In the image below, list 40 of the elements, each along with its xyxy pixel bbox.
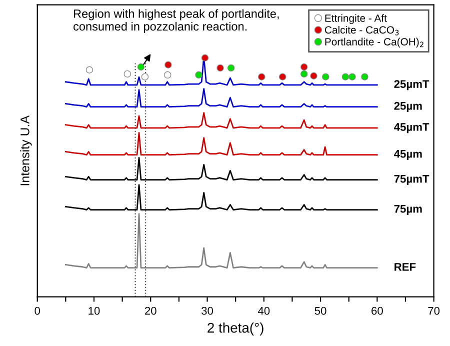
point — [361, 73, 368, 80]
point — [227, 64, 235, 72]
point — [300, 63, 308, 71]
x-tick-label: 20 — [145, 306, 156, 315]
series-label: REF — [394, 263, 416, 271]
x-tick-label: 40 — [258, 306, 270, 315]
series-label: 45µm — [394, 150, 422, 160]
x-tick-label: 50 — [314, 306, 326, 315]
legend-label: Portlandite - Ca(OH)$_{2}$ — [325, 38, 424, 48]
point — [86, 66, 94, 74]
legend-label: Ettringite - Aft — [325, 14, 387, 24]
point — [124, 70, 132, 78]
point — [195, 71, 202, 79]
series-label: 75µm — [394, 204, 422, 215]
point — [342, 73, 350, 80]
y-axis-title: Intensity U.A — [20, 115, 32, 186]
x-tick-label: 30 — [202, 306, 214, 315]
point — [310, 72, 318, 80]
point — [278, 73, 286, 80]
point — [164, 61, 172, 68]
series-label: 45µmT — [394, 123, 430, 134]
point — [322, 73, 330, 80]
point — [348, 73, 356, 80]
point — [300, 70, 308, 78]
point — [201, 54, 209, 62]
series-label: 25µm — [394, 102, 422, 112]
x-axis-title: 2 theta(°) — [208, 322, 264, 336]
point — [258, 73, 266, 80]
point — [216, 64, 224, 72]
series-label: 25µmT — [394, 80, 430, 90]
legend-label: Calcite - CaCO$_{3}$ — [324, 26, 399, 36]
series-label: 75µmT — [394, 174, 430, 185]
x-tick-label: 70 — [428, 306, 440, 315]
point — [137, 63, 145, 71]
x-tick-label: 60 — [372, 306, 383, 315]
x-tick-label: 10 — [88, 306, 100, 315]
point — [164, 71, 172, 79]
text: Region with highest peak of portlandite, consumed in pozzolanic reaction. — [74, 9, 279, 33]
x-tick-label: 0 — [34, 306, 40, 315]
point — [141, 73, 149, 80]
